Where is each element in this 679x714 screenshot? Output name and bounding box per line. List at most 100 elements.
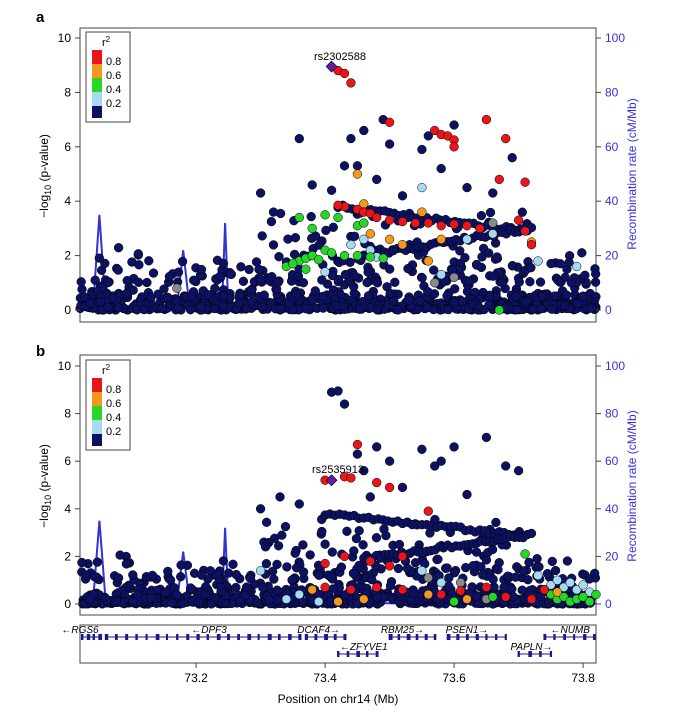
snp-point <box>517 585 527 595</box>
gene-exon <box>388 634 393 640</box>
snp-point <box>346 585 356 595</box>
y-tick-label: 0 <box>64 597 71 611</box>
snp-point <box>336 562 347 572</box>
y-axis-label: −log10 (p-value) <box>37 444 53 528</box>
snp-point <box>307 223 317 234</box>
snp-point <box>255 188 266 198</box>
snp-point <box>552 575 562 585</box>
snp-point <box>461 562 471 573</box>
snp-point <box>287 575 297 585</box>
snp-point <box>294 212 304 223</box>
y-axis: 0 2 4 6 8 10 <box>58 31 80 317</box>
snp-point <box>485 207 496 218</box>
legend-label: 0.8 <box>106 56 121 68</box>
lead-snp-label: rs2535913 <box>312 464 364 476</box>
snp-point <box>92 557 103 567</box>
lead-snp-point <box>325 474 338 487</box>
snp-point <box>436 456 446 466</box>
snp-point <box>157 303 167 314</box>
gene-exon <box>155 634 160 640</box>
snp-point <box>520 226 530 236</box>
snp-point <box>268 207 279 217</box>
snp-point <box>372 212 382 223</box>
y2-tick-label: 60 <box>605 454 619 468</box>
snp-point <box>212 570 222 580</box>
snp-point <box>363 267 373 277</box>
snp-point <box>165 575 176 585</box>
snp-point <box>552 587 562 597</box>
snp-point <box>462 594 472 604</box>
snp-point <box>449 219 459 229</box>
gene-label: ←ZFYVE1 <box>340 642 388 653</box>
snp-point <box>578 291 588 301</box>
gene-exon <box>114 634 118 640</box>
snp-point <box>224 568 234 578</box>
plot-area <box>79 27 597 323</box>
y2-tick-label: 40 <box>605 194 619 208</box>
gene-exon <box>98 634 103 640</box>
snp-point <box>327 270 338 281</box>
snp-point <box>365 252 375 262</box>
snp-point <box>320 267 330 277</box>
snp-point <box>555 259 565 269</box>
snp-point <box>423 218 433 228</box>
snp-point <box>464 276 475 286</box>
snp-point <box>513 215 524 225</box>
snp-point <box>275 492 285 502</box>
genes-layer: ←RGS6 ←DPF3 DCAF4→←ZFYVE1 RBM25→ PSEN1→ PAPLN… <box>61 625 596 657</box>
y2-tick-label: 0 <box>605 597 612 611</box>
snp-point <box>501 461 511 471</box>
snp-point <box>430 278 440 288</box>
y-tick-label: 10 <box>58 359 72 373</box>
snp-point <box>247 296 257 307</box>
snp-point <box>526 263 536 273</box>
snp-point <box>525 277 535 287</box>
snp-point <box>321 225 331 236</box>
snp-point <box>481 432 492 443</box>
snp-point <box>273 277 283 288</box>
snp-point <box>359 234 369 244</box>
snp-point <box>310 286 320 296</box>
snp-point <box>501 592 511 602</box>
snp-point <box>314 570 324 580</box>
gene-track: ←RGS6 ←DPF3 DCAF4→←ZFYVE1 RBM25→ PSEN1→ PAPLN… <box>61 624 597 664</box>
snp-point <box>476 262 487 273</box>
snp-point <box>514 277 524 287</box>
snp-point <box>349 546 359 556</box>
gene-exon <box>356 651 360 657</box>
snp-point <box>144 256 154 266</box>
gene-exon <box>475 634 479 640</box>
snp-point <box>488 188 498 198</box>
snp-point <box>317 275 327 285</box>
snp-point <box>215 271 225 281</box>
snp-point <box>346 240 356 250</box>
gene-numb: ←NUMB <box>543 625 596 640</box>
snp-point <box>176 560 186 570</box>
x-axis-label: Position on chr14 (Mb) <box>278 692 399 706</box>
snp-point <box>523 575 533 585</box>
snp-point <box>590 277 601 287</box>
snp-point <box>572 261 582 272</box>
snp-point <box>442 563 452 573</box>
snp-point <box>478 570 488 580</box>
snp-point <box>264 595 274 605</box>
snp-point <box>314 240 324 250</box>
snp-point <box>449 120 459 130</box>
snp-point <box>507 584 517 594</box>
snp-point <box>384 561 395 571</box>
y-axis: 0 2 4 6 8 10 <box>58 359 80 611</box>
snp-point <box>455 586 466 596</box>
gene-exon <box>304 634 308 640</box>
snp-point <box>245 573 256 584</box>
snp-point <box>268 240 279 250</box>
snp-point <box>365 556 375 566</box>
y2-axis: 0 20 40 60 80 100 <box>596 31 625 317</box>
snp-point <box>423 573 433 583</box>
gene-exon <box>549 651 553 657</box>
snp-point <box>200 589 210 600</box>
snp-point <box>339 551 350 562</box>
y2-tick-label: 100 <box>605 31 625 45</box>
snp-point <box>372 477 382 488</box>
snp-point <box>528 304 538 314</box>
snp-point <box>310 231 321 241</box>
